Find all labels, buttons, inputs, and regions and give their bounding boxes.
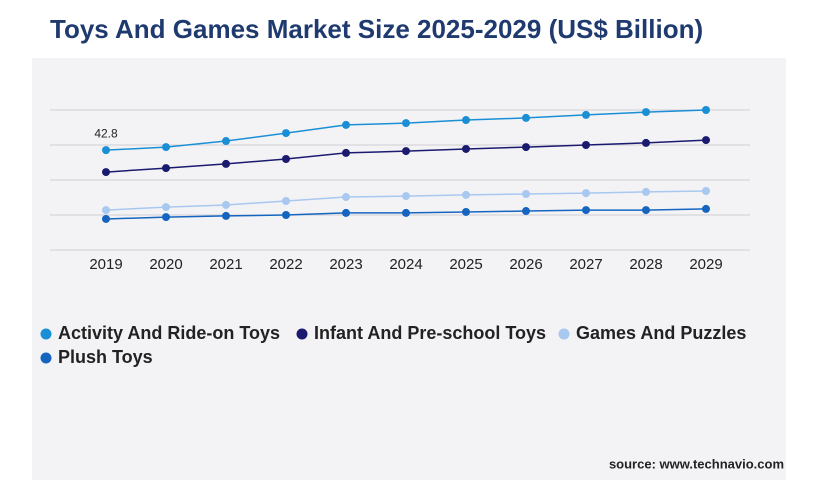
legend-marker (40, 328, 52, 340)
point (522, 113, 530, 122)
point (222, 200, 230, 209)
legend-marker (40, 352, 52, 364)
point (582, 110, 590, 119)
x-tick-label: 2020 (149, 256, 182, 273)
point (702, 106, 710, 114)
point (642, 187, 650, 196)
point (222, 211, 230, 220)
point (642, 206, 650, 215)
point (702, 136, 710, 145)
point (402, 119, 410, 128)
point (462, 207, 470, 216)
x-tick-label: 2026 (509, 256, 542, 273)
point (582, 141, 590, 149)
point (342, 193, 350, 202)
point (102, 168, 110, 177)
point (642, 108, 650, 117)
point (522, 143, 530, 152)
x-tick-label: 2023 (329, 256, 362, 273)
point (462, 144, 470, 153)
point (282, 155, 290, 163)
point (462, 190, 470, 199)
point (102, 214, 110, 223)
chart-panel (32, 58, 786, 480)
point (282, 197, 290, 205)
point (642, 138, 650, 147)
x-tick-label: 2019 (89, 256, 122, 273)
point (402, 208, 410, 217)
source: source: www.technavio.com (609, 456, 784, 471)
point (162, 164, 170, 173)
point (162, 203, 170, 212)
point (402, 147, 410, 156)
legend-label: Infant And Pre-school Toys (314, 323, 546, 343)
legend-marker (558, 328, 570, 340)
x-tick-label: 2021 (209, 256, 242, 273)
legend-marker (296, 328, 308, 340)
point (102, 146, 110, 155)
chart-title: Toys And Games Market Size 2025-2029 (US… (50, 14, 703, 44)
point (582, 206, 590, 215)
point (342, 148, 350, 157)
x-tick-label: 2029 (689, 256, 722, 273)
legend-label: Games And Puzzles (576, 323, 746, 343)
legend-label: Activity And Ride-on Toys (58, 323, 280, 343)
x-tick-label: 2028 (629, 256, 662, 273)
point (462, 116, 470, 125)
value-label: 42.8 (94, 126, 118, 140)
point (222, 137, 230, 146)
point (342, 208, 350, 217)
point (522, 190, 530, 198)
point (282, 129, 290, 138)
x-tick-label: 2022 (269, 256, 302, 273)
point (282, 211, 290, 219)
point (402, 192, 410, 201)
legend-label: Plush Toys (58, 347, 153, 367)
x-tick-label: 2027 (569, 256, 602, 273)
point (702, 204, 710, 213)
point (342, 120, 350, 129)
x-tick-label: 2024 (389, 256, 422, 273)
point (102, 206, 110, 215)
point (702, 186, 710, 195)
point (582, 189, 590, 198)
x-tick-label: 2025 (449, 256, 482, 273)
point (222, 159, 230, 168)
point (162, 143, 170, 152)
point (522, 207, 530, 216)
point (162, 213, 170, 222)
